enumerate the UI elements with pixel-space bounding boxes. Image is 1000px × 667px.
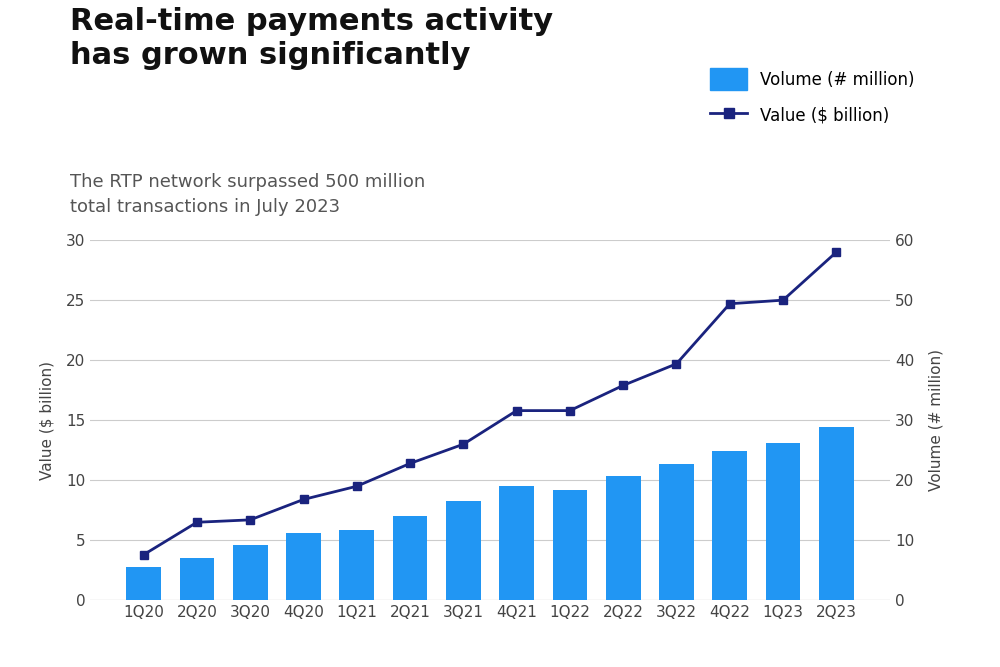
Bar (659, 464, 694, 600)
Bar (126, 567, 161, 600)
Bar (233, 545, 268, 600)
Bar (766, 443, 800, 600)
Bar (712, 452, 747, 600)
Text: Real-time payments activity
has grown significantly: Real-time payments activity has grown si… (70, 7, 553, 71)
Bar (606, 476, 641, 600)
Bar (446, 501, 481, 600)
Bar (553, 490, 587, 600)
Bar (499, 486, 534, 600)
Y-axis label: Value ($ billion): Value ($ billion) (40, 361, 55, 480)
Text: The RTP network surpassed 500 million
total transactions in July 2023: The RTP network surpassed 500 million to… (70, 173, 425, 215)
Bar (393, 516, 427, 600)
Bar (819, 428, 854, 600)
Legend: Volume (# million), Value ($ billion): Volume (# million), Value ($ billion) (704, 61, 922, 133)
Bar (339, 530, 374, 600)
Y-axis label: Volume (# million): Volume (# million) (928, 350, 943, 491)
Bar (180, 558, 214, 600)
Bar (286, 533, 321, 600)
